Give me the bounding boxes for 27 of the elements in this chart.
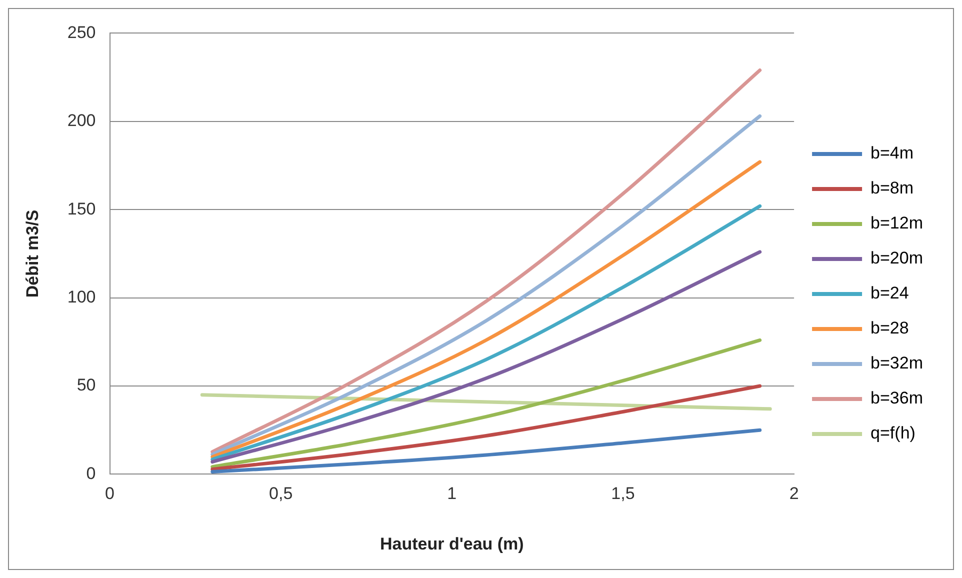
legend-label: b=12m [870,214,923,233]
x-tick-label: 2 [789,484,799,504]
legend-label: q=f(h) [870,424,916,443]
x-tick-label: 0 [105,484,114,504]
legend-label: b=20m [870,248,923,268]
line-series [210,250,762,464]
y-axis-title: Débit m3/S [22,210,42,298]
legend-label: b=24 [870,284,909,303]
line-series [210,384,762,472]
y-tick-label: 0 [86,464,96,483]
y-tick-label: 100 [67,287,96,306]
line-series [210,428,762,474]
legend-label: b=4m [870,144,914,163]
line-series [210,204,762,462]
legend-label: b=8m [870,178,914,198]
y-tick-label: 150 [67,199,96,218]
x-tick-label: 1 [447,484,457,504]
y-tick-label: 200 [67,111,96,130]
x-tick-label: 0,5 [269,484,293,504]
line-series [210,338,762,469]
y-tick-label: 250 [67,22,96,42]
legend-label: b=32m [870,354,923,373]
legend-label: b=28 [870,318,909,338]
x-tick-label: 1,5 [611,484,635,504]
x-axis-title: Hauteur d'eau (m) [380,534,524,554]
y-tick-label: 50 [76,376,96,395]
legend-label: b=36m [870,388,923,408]
